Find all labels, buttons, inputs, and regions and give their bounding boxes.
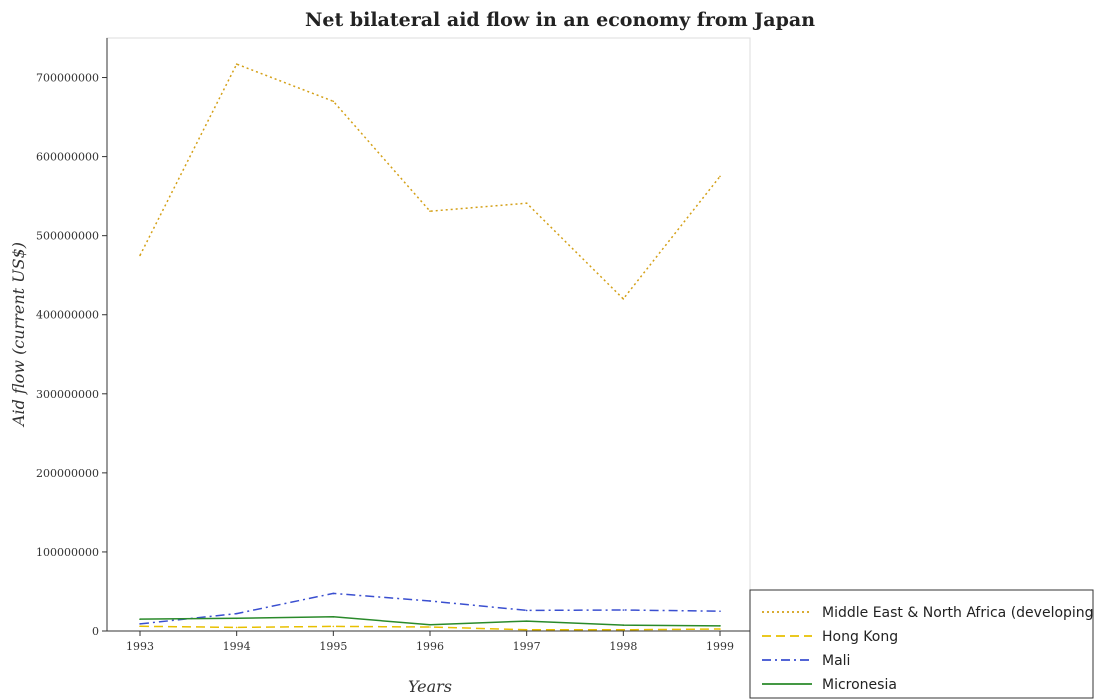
x-tick-label: 1996 bbox=[416, 640, 444, 653]
x-tick-label: 1994 bbox=[223, 640, 251, 653]
series-3-point bbox=[235, 617, 238, 620]
series-3-point bbox=[429, 623, 431, 626]
series-0-point bbox=[139, 254, 141, 257]
y-tick-label: 200000000 bbox=[36, 467, 99, 480]
series-3-point bbox=[719, 625, 721, 627]
series-layer bbox=[139, 63, 721, 631]
legend-label-3: Micronesia bbox=[822, 677, 897, 693]
y-tick-label: 0 bbox=[92, 625, 99, 638]
legend-box bbox=[749, 589, 1094, 699]
series-0-point bbox=[235, 63, 238, 65]
series-3-point bbox=[139, 618, 141, 620]
series-2-point bbox=[525, 609, 528, 612]
plot-area bbox=[106, 37, 751, 632]
series-0-point bbox=[429, 210, 431, 212]
series-1-point bbox=[235, 626, 238, 629]
series-line-0 bbox=[139, 63, 721, 301]
y-axis: 0 100000000 200000000 300000000 400000000 500… bbox=[36, 38, 108, 638]
series-line-2 bbox=[139, 592, 721, 625]
x-tick-label: 1997 bbox=[513, 640, 541, 653]
series-0-point bbox=[622, 298, 625, 300]
series-3-point bbox=[332, 615, 335, 618]
series-2-point bbox=[719, 610, 721, 613]
x-tick-label: 1999 bbox=[706, 640, 734, 653]
y-tick-label: 300000000 bbox=[36, 388, 99, 401]
x-axis: 1993 1994 1995 1996 1997 1998 1999 bbox=[107, 630, 750, 653]
series-1-point bbox=[332, 625, 335, 628]
y-tick-label: 400000000 bbox=[36, 309, 99, 322]
y-tick-label: 600000000 bbox=[36, 151, 99, 164]
legend-label-1: Hong Kong bbox=[822, 629, 898, 645]
series-0-point bbox=[525, 202, 528, 205]
x-tick-label: 1993 bbox=[126, 640, 154, 653]
y-tick-label: 100000000 bbox=[36, 546, 99, 559]
series-2-point bbox=[139, 623, 141, 625]
series-1-point bbox=[429, 626, 431, 628]
y-tick-label: 700000000 bbox=[36, 72, 99, 85]
series-1-point bbox=[139, 625, 141, 628]
x-axis-label: Years bbox=[408, 677, 452, 696]
y-axis-label: Aid flow (current US$) bbox=[9, 242, 28, 428]
legend-label-0: Middle East & North Africa (developing o… bbox=[822, 605, 1094, 621]
series-2-point bbox=[429, 600, 431, 602]
series-2-point bbox=[235, 612, 238, 615]
series-1-point bbox=[719, 628, 721, 630]
chart-title: Net bilateral aid flow in an economy fro… bbox=[305, 9, 815, 31]
x-tick-label: 1995 bbox=[319, 640, 347, 653]
y-tick-label: 500000000 bbox=[36, 230, 99, 243]
series-2-point bbox=[622, 609, 625, 611]
series-3-point bbox=[525, 620, 528, 622]
series-1-point bbox=[525, 629, 528, 631]
legend-label-2: Mali bbox=[822, 653, 850, 669]
legend: Middle East & North Africa (developing o… bbox=[749, 589, 1094, 699]
x-tick-label: 1998 bbox=[609, 640, 637, 653]
series-1-point bbox=[622, 629, 625, 631]
series-0-point bbox=[332, 100, 335, 103]
series-2-point bbox=[332, 592, 335, 595]
series-3-point bbox=[622, 624, 625, 626]
series-0-point bbox=[719, 175, 721, 178]
